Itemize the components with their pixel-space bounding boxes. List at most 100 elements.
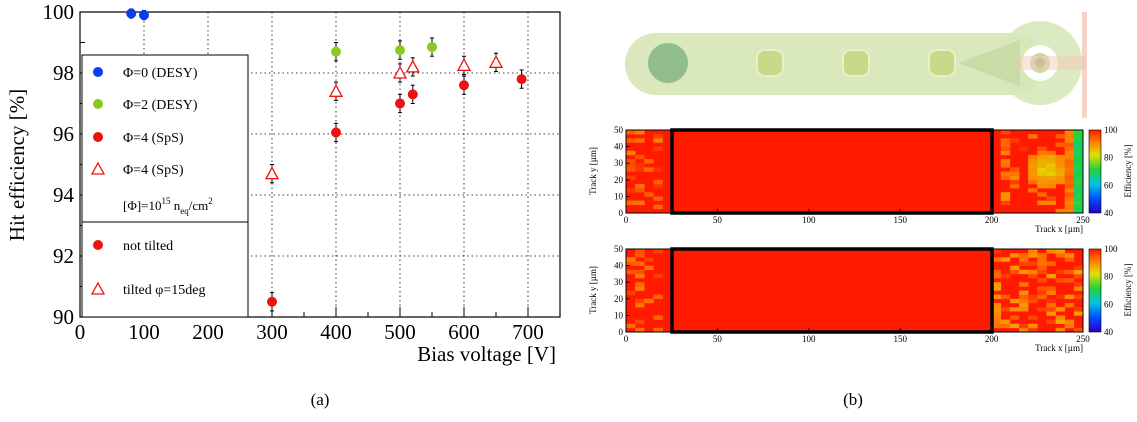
heatmap-cell <box>1009 138 1020 143</box>
heatmap-cell <box>1064 269 1075 275</box>
legend-marker-phi4-sps-open <box>90 161 106 175</box>
heatmap-cell <box>1046 171 1056 176</box>
heatmap-cell <box>1028 327 1038 333</box>
data-point-series-0 <box>139 10 149 21</box>
heatmap-cell <box>1019 253 1029 258</box>
heatmap-cell <box>1073 146 1084 152</box>
heatmap-cell <box>1055 142 1066 147</box>
legend-marker-phi4-sps-filled <box>93 132 103 142</box>
heatmap-cell <box>1037 261 1047 266</box>
heatmap-cell <box>1037 269 1047 275</box>
heatmap-cell <box>1073 138 1084 143</box>
heatmap-cell <box>635 273 645 279</box>
heatmap-cell <box>1064 154 1075 160</box>
heatmap-cell <box>1009 253 1020 258</box>
heatmap-cell <box>635 261 645 266</box>
heatmap-cell <box>1064 130 1075 135</box>
heatmap-cell <box>1028 261 1038 266</box>
map1-x-label: Track x [µm] <box>1035 224 1083 234</box>
y-tick-label: 92 <box>53 244 74 268</box>
map-x-tick-label: 150 <box>893 215 907 225</box>
heatmap-cell <box>1046 273 1056 279</box>
heatmap-cell <box>1073 167 1084 172</box>
heatmap-cell <box>1046 196 1056 201</box>
heatmap-cell <box>1037 146 1047 152</box>
heatmap-cell <box>1009 179 1020 185</box>
map1-z-ticks: 40 60 80 100 <box>1104 125 1118 218</box>
heatmap-cell <box>1055 134 1066 139</box>
heatmap-cell <box>991 282 1002 287</box>
heatmap-cell <box>1019 257 1029 262</box>
data-point-series-1 <box>395 45 405 56</box>
panel-b-caption: (b) <box>843 390 863 409</box>
legend-marker-phi0-desy <box>93 67 103 77</box>
heatmap-cell <box>626 175 636 181</box>
heatmap-cell <box>1073 307 1084 312</box>
heatmap-cell <box>991 269 1002 275</box>
heatmap-cell <box>991 257 1002 262</box>
heatmap-cell <box>1064 171 1075 176</box>
sensor-taper <box>958 40 1020 86</box>
map2-cells <box>626 249 1084 333</box>
heatmap-cell <box>626 261 636 266</box>
heatmap-cell <box>991 302 1002 308</box>
heatmap-cell <box>1073 163 1084 168</box>
map-z-tick-label: 100 <box>1104 244 1118 254</box>
heatmap-cell <box>1073 175 1084 181</box>
heatmap-cell <box>1028 188 1038 193</box>
x-tick-label: 300 <box>256 320 288 344</box>
data-point-series-2 <box>407 89 418 100</box>
heatmap-cell <box>1055 319 1066 324</box>
heatmap-cell <box>991 286 1002 291</box>
map-y-tick-label: 20 <box>614 294 624 304</box>
heatmap-cell <box>653 294 663 300</box>
heatmap-cell <box>1037 200 1047 205</box>
heatmap-cell <box>1073 204 1084 210</box>
y-tick-label: 90 <box>53 305 74 329</box>
heatmap-cell <box>1064 179 1075 185</box>
heatmap-cell <box>653 134 663 139</box>
heatmap-cell <box>1009 183 1020 189</box>
map-z-tick-label: 80 <box>1104 272 1114 282</box>
heatmap-cell <box>644 192 654 197</box>
heatmap-cell <box>1064 188 1075 193</box>
heatmap-cell <box>1000 163 1011 168</box>
map-y-tick-label: 10 <box>614 310 624 320</box>
heatmap-cell <box>635 302 645 308</box>
y-tick-label: 100 <box>43 0 75 24</box>
panel-a-caption: (a) <box>311 390 330 409</box>
heatmap-cell <box>1046 150 1056 156</box>
heatmap-cell <box>1073 273 1084 279</box>
heatmap-cell <box>1064 192 1075 197</box>
heatmap-cell <box>1073 294 1084 300</box>
map-x-tick-label: 200 <box>985 334 999 344</box>
heatmap-cell <box>1055 278 1066 283</box>
heatmap-cell <box>1019 307 1029 312</box>
heatmap-cell <box>635 282 645 287</box>
heatmap-cell <box>1055 208 1066 214</box>
heatmap-cell <box>991 273 1002 279</box>
heatmap-cell <box>635 183 645 189</box>
heatmap-cell <box>1055 179 1066 185</box>
heatmap-cell <box>1037 257 1047 262</box>
heatmap-cell <box>1055 154 1066 160</box>
heatmap-cell <box>1019 294 1029 300</box>
x-tick-label: 600 <box>448 320 480 344</box>
heatmap-cell <box>1073 265 1084 271</box>
heatmap-cell <box>1019 261 1029 266</box>
map-x-tick-label: 50 <box>713 215 723 225</box>
heatmap-cell <box>653 315 663 320</box>
heatmap-cell <box>635 200 645 205</box>
heatmap-cell <box>1037 150 1047 156</box>
heatmap-cell <box>1037 179 1047 185</box>
map2-x-label: Track x [µm] <box>1035 343 1083 353</box>
heatmap-cell <box>626 257 636 262</box>
data-point-series-2 <box>516 74 527 85</box>
heatmap-cell <box>635 298 645 304</box>
heatmap-cell <box>1073 179 1084 185</box>
heatmap-cell <box>1019 327 1029 333</box>
heatmap-cell <box>1028 167 1038 172</box>
heatmap-cell <box>1073 269 1084 275</box>
map2-color-scale <box>1088 248 1102 333</box>
